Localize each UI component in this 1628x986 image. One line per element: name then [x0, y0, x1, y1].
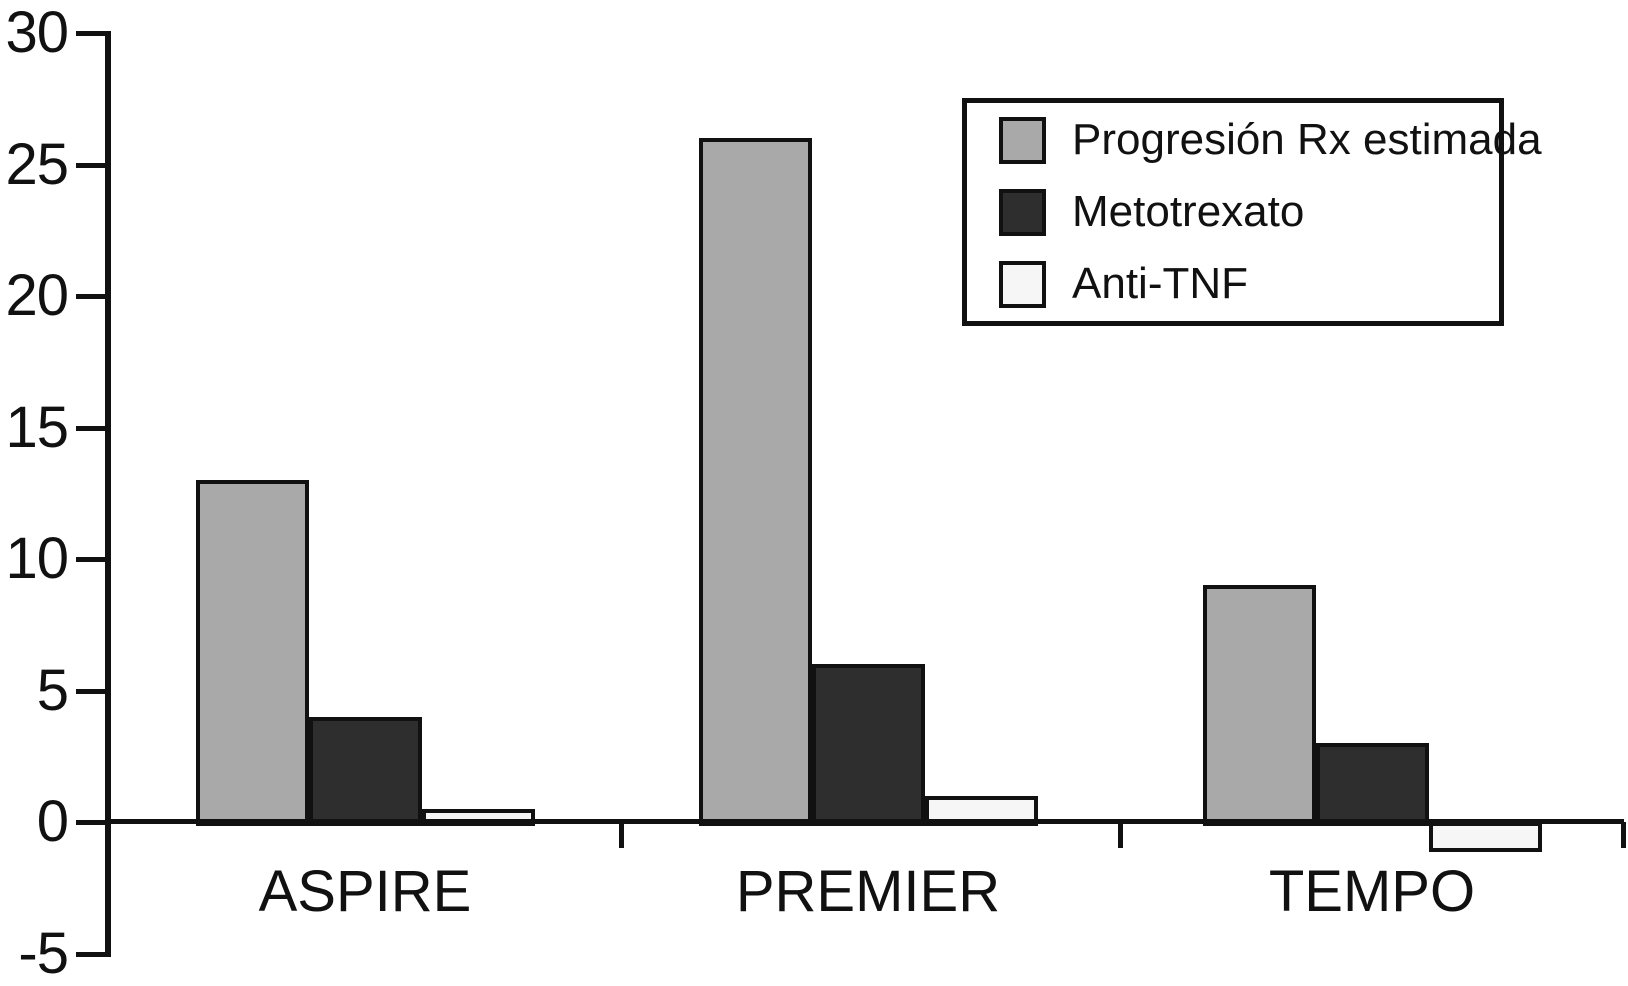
- y-tick-label: -5: [18, 920, 69, 986]
- x-axis-tick: [1118, 822, 1123, 848]
- y-axis-line: [105, 33, 111, 953]
- y-tick-label: 25: [5, 131, 69, 197]
- x-axis-label-premier: PREMIER: [735, 859, 1001, 924]
- y-tick-mark: [76, 557, 111, 562]
- x-axis-tick: [619, 822, 624, 848]
- bar-tempo-series-1: [1315, 743, 1429, 826]
- y-tick-mark: [76, 294, 111, 299]
- y-tick-label: 10: [5, 526, 69, 591]
- bar-tempo-series-2: [1428, 822, 1542, 853]
- x-axis-label-tempo: TEMPO: [1268, 859, 1476, 924]
- y-tick-mark: [76, 31, 111, 36]
- bar-premier-series-0: [698, 138, 812, 826]
- bar-aspire-series-0: [195, 480, 309, 826]
- y-tick-label: 0: [36, 789, 69, 854]
- legend-swatch-metotrexato: [999, 188, 1046, 236]
- legend-label-progresion-rx-estimada: Progresión Rx estimada: [1072, 115, 1542, 164]
- y-tick-mark: [76, 820, 111, 825]
- bar-tempo-series-0: [1202, 585, 1316, 826]
- y-tick-label: 15: [5, 394, 69, 460]
- y-tick-mark: [76, 951, 111, 957]
- y-tick-label: 30: [5, 0, 69, 65]
- legend-label-metotrexato: Metotrexato: [1072, 187, 1305, 236]
- legend-swatch-anti-tnf: [999, 260, 1046, 308]
- legend-item: Metotrexato: [999, 188, 1499, 236]
- bar-premier-series-1: [811, 664, 925, 826]
- y-tick-mark: [76, 425, 111, 431]
- legend-item: Anti-TNF: [999, 260, 1499, 308]
- legend: Progresión Rx estimada Metotrexato Anti-…: [962, 98, 1542, 326]
- y-tick-label: 5: [36, 657, 69, 723]
- legend-item: Progresión Rx estimada: [999, 116, 1542, 164]
- legend-label-anti-tnf: Anti-TNF: [1072, 259, 1248, 308]
- y-tick-mark: [76, 162, 111, 168]
- x-axis-label-aspire: ASPIRE: [258, 859, 472, 924]
- y-tick-label: 20: [5, 263, 69, 328]
- y-tick-mark: [76, 688, 111, 694]
- bar-aspire-series-1: [308, 716, 422, 826]
- legend-swatch-progresion-rx-estimada: [999, 116, 1046, 164]
- x-axis-tick: [1621, 822, 1626, 848]
- x-axis-line: [105, 819, 1624, 824]
